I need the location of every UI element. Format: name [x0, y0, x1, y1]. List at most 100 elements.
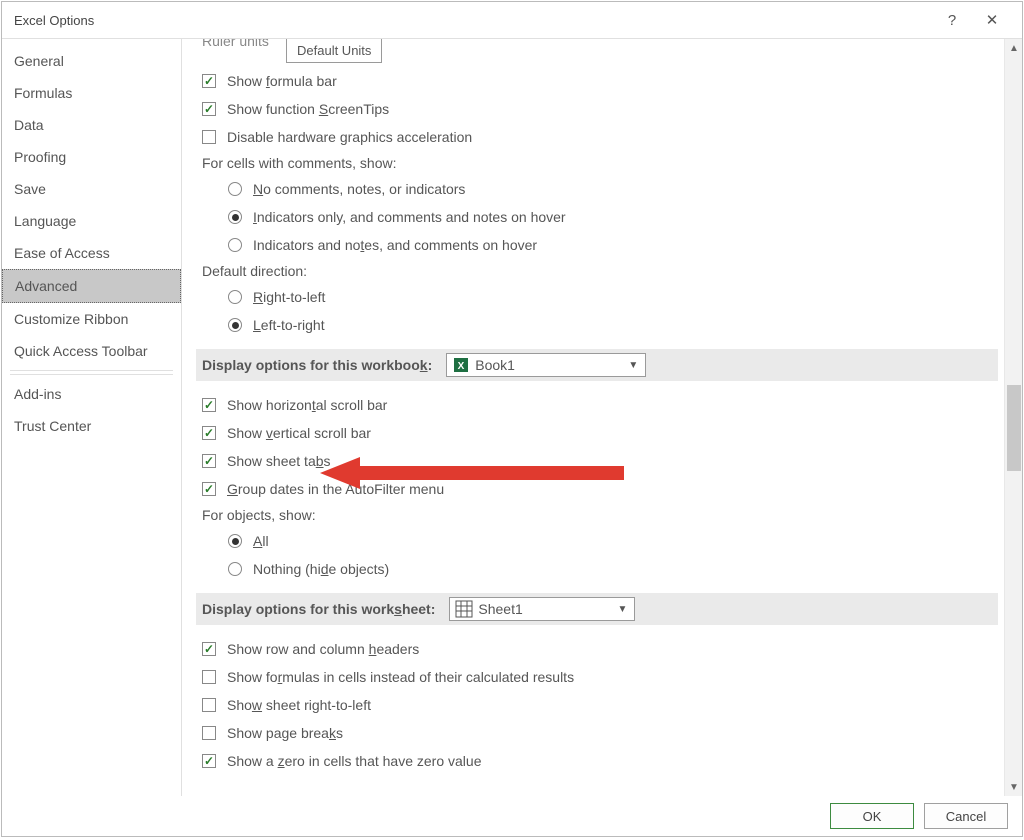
option-label: Show sheet tabs	[227, 453, 331, 469]
direction-label: Default direction:	[200, 259, 998, 283]
radio-icon	[228, 210, 242, 224]
content-wrap: Ruler units Default Units Show formula b…	[182, 39, 1022, 796]
check-worksheet-3[interactable]: Show page breaks	[200, 719, 998, 747]
sidebar-item-ease-of-access[interactable]: Ease of Access	[2, 237, 181, 269]
workbook-combo[interactable]: X Book1 ▼	[446, 353, 646, 377]
option-label: Indicators only, and comments and notes …	[253, 209, 566, 225]
option-label: All	[253, 533, 269, 549]
radio-icon	[228, 318, 242, 332]
checkbox-icon	[202, 454, 216, 468]
sidebar-item-general[interactable]: General	[2, 45, 181, 77]
dialog-body: GeneralFormulasDataProofingSaveLanguageE…	[2, 38, 1022, 796]
option-label: No comments, notes, or indicators	[253, 181, 465, 197]
radio-direction-1[interactable]: Left-to-right	[200, 311, 998, 339]
svg-text:X: X	[458, 361, 465, 372]
radio-comments-2[interactable]: Indicators and notes, and comments on ho…	[200, 231, 998, 259]
sidebar-item-add-ins[interactable]: Add-ins	[2, 378, 181, 410]
radio-icon	[228, 238, 242, 252]
worksheet-combo-value: Sheet1	[478, 601, 526, 617]
chevron-down-icon: ▼	[621, 360, 645, 371]
workbook-combo-value: Book1	[475, 357, 519, 373]
option-label: Show page breaks	[227, 725, 343, 741]
dialog-footer: OK Cancel	[2, 796, 1022, 836]
option-label: Disable hardware graphics acceleration	[227, 129, 472, 145]
worksheet-combo[interactable]: Sheet1 ▼	[449, 597, 635, 621]
dialog: Excel Options ? ✕ GeneralFormulasDataPro…	[1, 1, 1023, 837]
radio-icon	[228, 182, 242, 196]
checkbox-icon	[202, 74, 216, 88]
checkbox-icon	[202, 482, 216, 496]
cancel-button[interactable]: Cancel	[924, 803, 1008, 829]
radio-icon	[228, 534, 242, 548]
titlebar: Excel Options ? ✕	[2, 2, 1022, 38]
check-workbook-3[interactable]: Group dates in the AutoFilter menu	[200, 475, 998, 503]
radio-objects-1[interactable]: Nothing (hide objects)	[200, 555, 998, 583]
radio-direction-0[interactable]: Right-to-left	[200, 283, 998, 311]
option-label: Show a zero in cells that have zero valu…	[227, 753, 481, 769]
sidebar-item-proofing[interactable]: Proofing	[2, 141, 181, 173]
checkbox-icon	[202, 698, 216, 712]
ruler-units-value: Default Units	[297, 43, 371, 58]
check-workbook-1[interactable]: Show vertical scroll bar	[200, 419, 998, 447]
checkbox-icon	[202, 670, 216, 684]
checkbox-icon	[202, 426, 216, 440]
option-label: Show formula bar	[227, 73, 337, 89]
check-worksheet-0[interactable]: Show row and column headers	[200, 635, 998, 663]
worksheet-section-header: Display options for this worksheet: Shee…	[196, 593, 998, 625]
check-worksheet-2[interactable]: Show sheet right-to-left	[200, 691, 998, 719]
option-label: Indicators and notes, and comments on ho…	[253, 237, 537, 253]
sidebar: GeneralFormulasDataProofingSaveLanguageE…	[2, 39, 182, 796]
check-worksheet-4[interactable]: Show a zero in cells that have zero valu…	[200, 747, 998, 775]
check-worksheet-1[interactable]: Show formulas in cells instead of their …	[200, 663, 998, 691]
sidebar-item-save[interactable]: Save	[2, 173, 181, 205]
option-label: Group dates in the AutoFilter menu	[227, 481, 444, 497]
sidebar-item-trust-center[interactable]: Trust Center	[2, 410, 181, 442]
sidebar-item-quick-access-toolbar[interactable]: Quick Access Toolbar	[2, 335, 181, 367]
ok-button[interactable]: OK	[830, 803, 914, 829]
radio-icon	[228, 290, 242, 304]
sidebar-item-language[interactable]: Language	[2, 205, 181, 237]
check-screentips[interactable]: Show function ScreenTips	[200, 95, 998, 123]
option-label: Show formulas in cells instead of their …	[227, 669, 574, 685]
checkbox-icon	[202, 642, 216, 656]
radio-objects-0[interactable]: All	[200, 527, 998, 555]
scroll-down-icon[interactable]: ▼	[1005, 778, 1023, 796]
chevron-down-icon: ▼	[610, 604, 634, 615]
sidebar-item-customize-ribbon[interactable]: Customize Ribbon	[2, 303, 181, 335]
option-label: Right-to-left	[253, 289, 325, 305]
option-label: Show sheet right-to-left	[227, 697, 371, 713]
radio-comments-0[interactable]: No comments, notes, or indicators	[200, 175, 998, 203]
workbook-section-header: Display options for this workbook: X Boo…	[196, 349, 998, 381]
check-workbook-2[interactable]: Show sheet tabs	[200, 447, 998, 475]
excel-icon: X	[451, 355, 471, 375]
scrollbar-thumb[interactable]	[1007, 385, 1021, 471]
option-label: Nothing (hide objects)	[253, 561, 389, 577]
sidebar-item-data[interactable]: Data	[2, 109, 181, 141]
checkbox-icon	[202, 726, 216, 740]
worksheet-section-title: Display options for this worksheet:	[202, 601, 435, 617]
scroll-up-icon[interactable]: ▲	[1005, 39, 1023, 57]
radio-comments-1[interactable]: Indicators only, and comments and notes …	[200, 203, 998, 231]
check-workbook-0[interactable]: Show horizontal scroll bar	[200, 391, 998, 419]
check-hw_accel[interactable]: Disable hardware graphics acceleration	[200, 123, 998, 151]
sheet-icon	[454, 599, 474, 619]
radio-icon	[228, 562, 242, 576]
sidebar-item-advanced[interactable]: Advanced	[2, 269, 181, 303]
check-formula_bar[interactable]: Show formula bar	[200, 67, 998, 95]
checkbox-icon	[202, 754, 216, 768]
close-icon[interactable]: ✕	[972, 6, 1012, 34]
content-pane: Ruler units Default Units Show formula b…	[182, 39, 1004, 796]
ruler-units-combo[interactable]: Default Units	[286, 39, 382, 63]
objects-label: For objects, show:	[200, 503, 998, 527]
help-icon[interactable]: ?	[932, 6, 972, 34]
option-label: Show vertical scroll bar	[227, 425, 371, 441]
option-label: Left-to-right	[253, 317, 325, 333]
window-title: Excel Options	[14, 13, 932, 28]
checkbox-icon	[202, 398, 216, 412]
checkbox-icon	[202, 102, 216, 116]
sidebar-item-formulas[interactable]: Formulas	[2, 77, 181, 109]
scrollbar[interactable]: ▲ ▼	[1004, 39, 1022, 796]
option-label: Show row and column headers	[227, 641, 419, 657]
option-label: Show horizontal scroll bar	[227, 397, 387, 413]
comments-label: For cells with comments, show:	[200, 151, 998, 175]
